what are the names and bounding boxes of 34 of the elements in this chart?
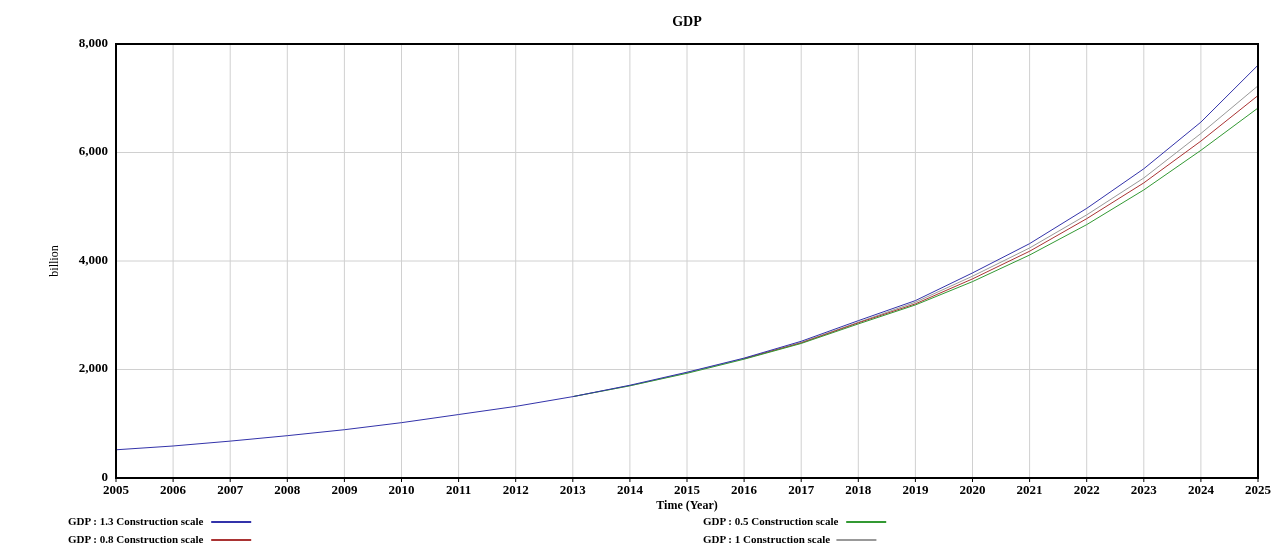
x-tick-label: 2016 <box>731 482 758 497</box>
line-series <box>115 64 1259 451</box>
x-tick-label: 2024 <box>1187 482 1215 497</box>
legend-label: GDP : 0.5 Construction scale <box>703 514 839 527</box>
legend-label: GDP : 1 Construction scale <box>703 532 831 545</box>
x-tick-label: 2022 <box>1073 482 1100 497</box>
y-tick-label: 0 <box>101 468 108 484</box>
y-axis-title: billion <box>47 245 61 277</box>
legend-label: GDP : 0.8 Construction scale <box>68 532 204 545</box>
x-tick-label: 2011 <box>445 482 472 497</box>
x-tick-label: 2009 <box>331 482 358 497</box>
x-tick-label: 2005 <box>103 482 130 497</box>
y-tick-label: 2,000 <box>78 360 108 376</box>
y-tick-label: 6,000 <box>78 143 108 159</box>
x-tick-label: 2015 <box>674 482 701 497</box>
x-tick-label: 2017 <box>788 482 815 497</box>
y-tick-label: 8,000 <box>78 34 108 50</box>
x-tick-label: 2021 <box>1016 482 1043 497</box>
x-tick-label: 2006 <box>160 482 187 497</box>
x-tick-label: 2008 <box>274 482 301 497</box>
x-tick-label: 2019 <box>902 482 929 497</box>
x-tick-label: 2023 <box>1130 482 1158 497</box>
x-tick-label: 2014 <box>616 482 644 497</box>
x-tick-label: 2012 <box>502 482 529 497</box>
x-tick-label: 2007 <box>217 482 244 497</box>
x-tick-label: 2010 <box>388 482 415 497</box>
legend-label: GDP : 1.3 Construction scale <box>68 514 204 527</box>
x-tick-label: 2025 <box>1245 482 1272 497</box>
x-tick-label: 2013 <box>559 482 587 497</box>
y-tick-label: 4,000 <box>78 251 108 267</box>
x-axis-title: Time (Year) <box>656 498 718 512</box>
x-tick-label: 2018 <box>845 482 872 497</box>
chart-title: GDP <box>672 14 703 29</box>
x-tick-label: 2020 <box>959 482 986 497</box>
